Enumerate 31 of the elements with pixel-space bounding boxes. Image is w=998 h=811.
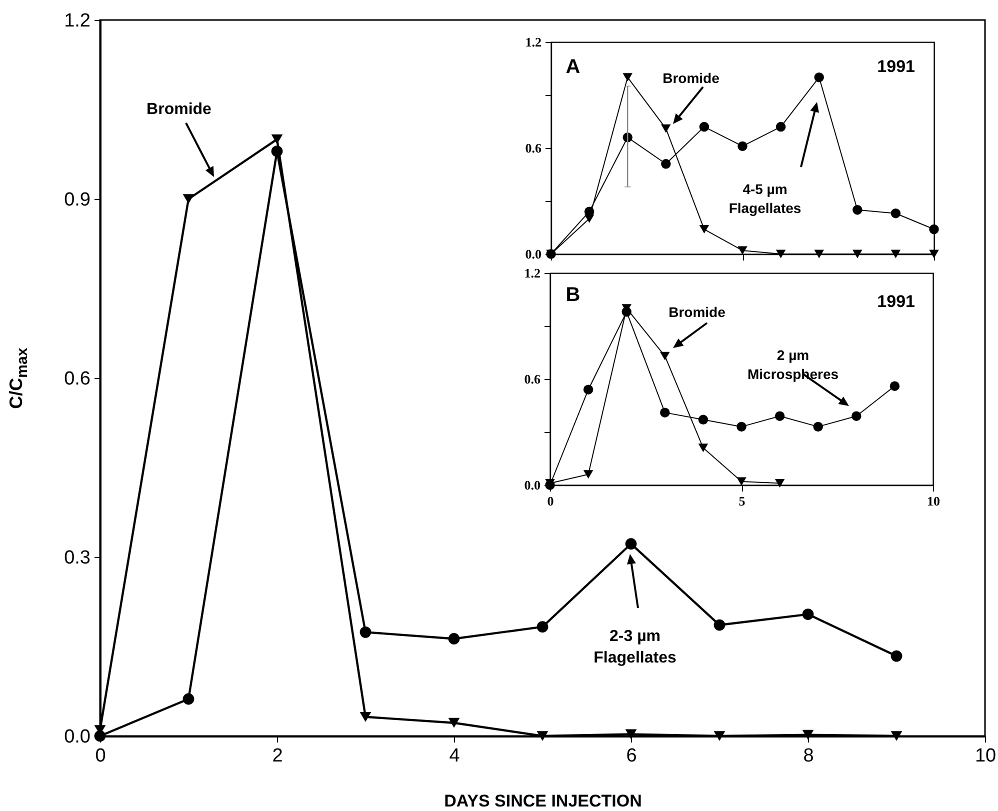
annotation: 2-3 µm Flagellates xyxy=(594,628,676,667)
x-tick-label: 5 xyxy=(738,494,746,508)
y-tick-label: 0.3 xyxy=(64,548,90,568)
y-tick-label: 0.0 xyxy=(525,246,542,262)
x-tick-label: 10 xyxy=(927,494,940,508)
x-axis-title: DAYS SINCE INJECTION xyxy=(444,792,642,810)
y-tick-label: 0.6 xyxy=(525,140,542,156)
y-tick-label: 1.2 xyxy=(524,266,540,280)
y-tick-label: 0.9 xyxy=(64,190,90,210)
x-tick-label: 6 xyxy=(626,746,637,766)
x-tick-label: 4 xyxy=(449,746,460,766)
y-tick-label: 0.6 xyxy=(64,368,90,390)
annotation: 1991 xyxy=(877,57,915,76)
annotation: Bromide xyxy=(668,304,726,320)
y-tick-label: 1.2 xyxy=(525,34,542,50)
x-tick-label: 0 xyxy=(547,494,554,508)
annotation: 2 µm Microspheres xyxy=(747,347,839,382)
x-tick-label: 10 xyxy=(974,746,996,766)
y-tick-label: 0.0 xyxy=(64,726,90,748)
annotation: A xyxy=(566,56,580,78)
y-tick-label: 0.6 xyxy=(524,372,541,386)
annotation: B xyxy=(566,284,580,306)
x-tick-label: 2 xyxy=(272,746,283,766)
annotation: Bromide xyxy=(146,101,212,118)
annotation: Bromide xyxy=(662,70,720,86)
x-tick-label: 0 xyxy=(95,746,106,766)
y-tick-label: 1.2 xyxy=(64,10,90,32)
x-tick-label: 8 xyxy=(803,746,814,766)
annotation: 4-5 µm Flagellates xyxy=(728,181,802,216)
annotation: 1991 xyxy=(877,292,915,311)
y-tick-label: 0.0 xyxy=(524,478,540,492)
